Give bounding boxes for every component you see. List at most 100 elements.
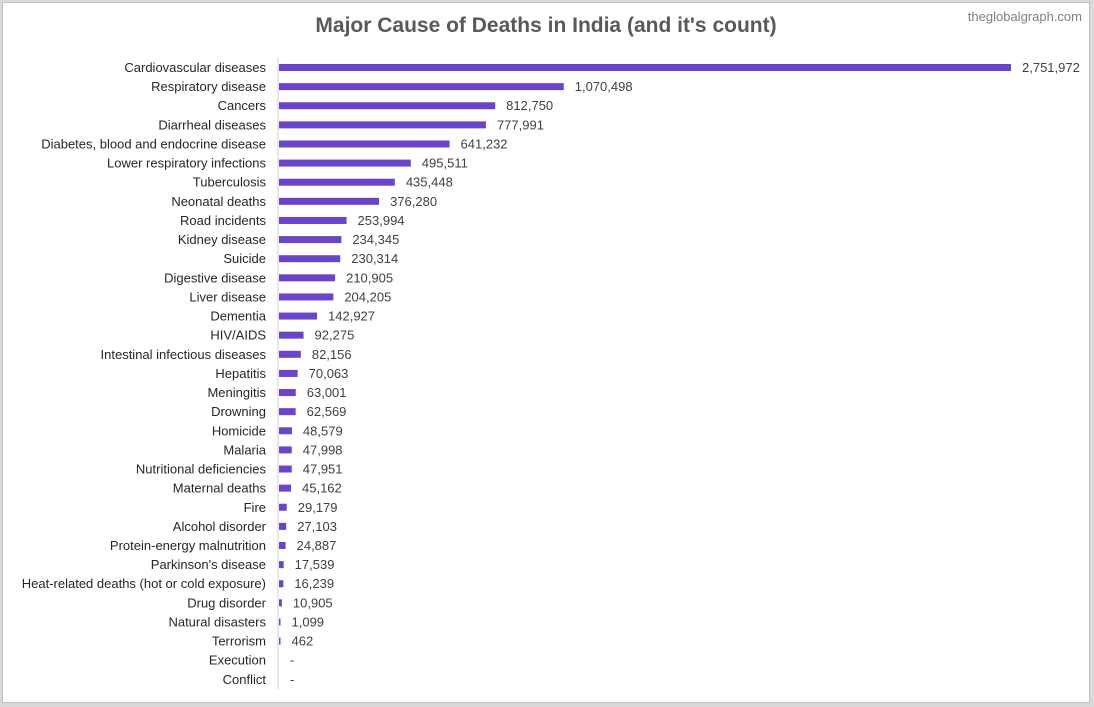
category-label: Hepatitis: [215, 366, 266, 381]
bar: [279, 255, 341, 263]
value-label: 230,314: [351, 251, 398, 266]
category-label: Cardiovascular diseases: [124, 60, 266, 75]
category-label: Lower respiratory infections: [107, 156, 266, 171]
bar: [279, 121, 486, 129]
bar: [279, 522, 287, 530]
bar: [279, 484, 292, 492]
bar: [279, 465, 292, 473]
bar: [279, 427, 292, 435]
category-label: Intestinal infectious diseases: [101, 347, 267, 362]
bar: [279, 274, 336, 282]
value-label: 16,239: [294, 576, 334, 591]
category-label: Digestive disease: [164, 270, 266, 285]
value-label: -: [290, 653, 294, 668]
category-label: Meningitis: [207, 385, 266, 400]
category-label: Conflict: [223, 672, 267, 687]
value-label: 253,994: [358, 213, 405, 228]
value-label: 24,887: [297, 538, 337, 553]
bar: [279, 236, 342, 244]
category-label: Tuberculosis: [193, 175, 267, 190]
value-label: 376,280: [390, 194, 437, 209]
value-label: 48,579: [303, 423, 343, 438]
category-label: Nutritional deficiencies: [136, 462, 267, 477]
category-label: Drowning: [211, 404, 266, 419]
category-label: HIV/AIDS: [210, 328, 266, 343]
category-label: Execution: [209, 653, 266, 668]
category-label: Protein-energy malnutrition: [110, 538, 266, 553]
chart-title: Major Cause of Deaths in India (and it's…: [315, 14, 777, 37]
value-label: 777,991: [497, 117, 544, 132]
value-label: 210,905: [346, 270, 393, 285]
category-label: Liver disease: [189, 289, 266, 304]
value-label: 204,205: [344, 289, 391, 304]
bar: [279, 503, 287, 511]
value-label: 82,156: [312, 347, 352, 362]
category-label: Respiratory disease: [151, 79, 266, 94]
bar: [279, 542, 286, 549]
bar: [279, 331, 304, 339]
category-label: Alcohol disorder: [173, 519, 267, 534]
category-label: Parkinson's disease: [151, 557, 266, 572]
value-label: 29,179: [298, 500, 338, 515]
category-label: Terrorism: [212, 634, 266, 649]
value-label: 47,998: [303, 442, 343, 457]
value-label: 1,070,498: [575, 79, 633, 94]
category-label: Road incidents: [180, 213, 266, 228]
bar: [279, 83, 564, 91]
value-label: 70,063: [309, 366, 349, 381]
bar: [279, 369, 298, 377]
bar: [279, 197, 380, 205]
bar: [279, 580, 284, 588]
value-label: 27,103: [297, 519, 337, 534]
category-label: Natural disasters: [168, 614, 266, 629]
value-label: 641,232: [461, 136, 508, 151]
value-label: 435,448: [406, 175, 453, 190]
category-label: Dementia: [210, 309, 266, 324]
value-label: 462: [292, 634, 314, 649]
value-label: 62,569: [307, 404, 347, 419]
category-label: Diabetes, blood and endocrine disease: [41, 136, 266, 151]
bar: [279, 637, 281, 645]
watermark: theglobalgraph.com: [967, 9, 1082, 24]
bar: [279, 350, 301, 358]
bar: [279, 618, 281, 626]
bar: [279, 293, 334, 301]
value-label: 2,751,972: [1022, 60, 1080, 75]
bar: [279, 312, 318, 320]
value-label: 234,345: [352, 232, 399, 247]
bar: [279, 178, 395, 186]
value-label: 92,275: [315, 328, 355, 343]
bar: [279, 102, 496, 110]
bar: [279, 159, 411, 167]
bar: [279, 408, 296, 416]
value-label: 142,927: [328, 309, 375, 324]
bar: [279, 140, 450, 148]
value-label: 45,162: [302, 481, 342, 496]
category-label: Diarrheal diseases: [158, 117, 266, 132]
category-label: Suicide: [223, 251, 266, 266]
value-label: 63,001: [307, 385, 347, 400]
value-label: -: [290, 672, 294, 687]
category-label: Neonatal deaths: [171, 194, 266, 209]
category-label: Homicide: [212, 423, 266, 438]
category-label: Cancers: [218, 98, 267, 113]
category-label: Drug disorder: [187, 595, 266, 610]
bar: [279, 64, 1011, 71]
value-label: 10,905: [293, 595, 333, 610]
value-label: 47,951: [303, 462, 343, 477]
value-label: 812,750: [506, 98, 553, 113]
category-label: Fire: [244, 500, 266, 515]
bar: [279, 561, 284, 569]
bar: [279, 216, 347, 224]
bar: [279, 599, 282, 607]
category-label: Malaria: [223, 442, 266, 457]
category-label: Heat-related deaths (hot or cold exposur…: [22, 576, 266, 591]
value-label: 17,539: [295, 557, 335, 572]
value-label: 495,511: [422, 156, 468, 171]
category-label: Maternal deaths: [173, 481, 267, 496]
value-label: 1,099: [292, 614, 325, 629]
bar: [279, 446, 292, 454]
bar: [279, 389, 296, 397]
